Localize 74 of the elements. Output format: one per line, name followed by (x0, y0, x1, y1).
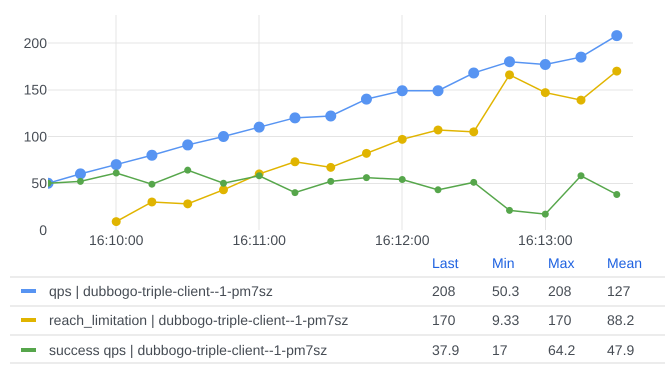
text: Mean (607, 255, 642, 271)
x-tick-label: 16:12:00 (374, 232, 430, 248)
point (612, 66, 622, 76)
x-tick-label: 16:13:00 (518, 232, 573, 248)
point (220, 180, 227, 187)
y-tick-label: 50 (31, 175, 48, 192)
point (291, 189, 298, 196)
y-tick-label: 0 (39, 222, 48, 238)
point (504, 56, 516, 68)
point (184, 166, 192, 174)
point (254, 122, 265, 133)
point (327, 178, 334, 185)
legend-label: success qps | dubbogo-triple-client--1-pm7sz (49, 342, 328, 358)
point (468, 67, 480, 78)
text: Last (432, 255, 459, 271)
point (540, 88, 550, 98)
text: 17 (492, 342, 508, 358)
point (434, 186, 442, 194)
text: 47.9 (607, 342, 634, 358)
point (146, 150, 158, 161)
point (182, 139, 194, 150)
point (540, 59, 551, 70)
point (74, 168, 86, 180)
y-tick-label: 200 (24, 34, 48, 51)
point (218, 131, 229, 142)
point (360, 94, 372, 105)
x-tick-label: 16:11:00 (232, 232, 286, 248)
point (398, 176, 406, 184)
point (76, 178, 84, 185)
text: 64.2 (548, 342, 576, 358)
legend-label: qps | dubbogo-triple-client--1-pm7sz (49, 283, 273, 299)
y-tick-label: 150 (24, 82, 48, 98)
point (432, 85, 444, 96)
point (112, 169, 120, 176)
point (506, 206, 514, 214)
point (290, 157, 300, 166)
point (613, 190, 620, 198)
point (147, 197, 156, 206)
point (396, 85, 408, 96)
point (183, 199, 192, 208)
point (289, 112, 300, 124)
point (325, 110, 336, 122)
point (578, 172, 584, 180)
point (362, 148, 371, 158)
point (611, 30, 622, 42)
point (362, 174, 370, 182)
point (218, 185, 228, 194)
point (112, 217, 121, 226)
point (469, 127, 478, 136)
point (256, 172, 263, 180)
text: 170 (432, 312, 456, 328)
point (542, 210, 549, 218)
point (110, 159, 122, 170)
point (398, 134, 407, 144)
text: 170 (548, 312, 572, 328)
y-tick-label: 100 (24, 128, 48, 144)
point (576, 96, 586, 105)
text: 50.3 (492, 283, 520, 299)
text: 127 (607, 283, 631, 299)
point (326, 162, 336, 172)
legend-label: reach_limitation | dubbogo-triple-client--1-pm7sz (49, 312, 348, 328)
point (434, 125, 443, 134)
text: 9.33 (492, 312, 520, 328)
text: 88.2 (607, 312, 634, 328)
point (148, 180, 156, 188)
text: 208 (548, 283, 572, 299)
text: 208 (432, 283, 456, 299)
x-tick-label: 16:10:00 (88, 232, 144, 248)
point (470, 178, 478, 186)
text: Max (548, 255, 574, 271)
point (505, 70, 514, 80)
text: 37.9 (432, 342, 460, 358)
point (576, 52, 586, 63)
text: Min (492, 255, 515, 271)
